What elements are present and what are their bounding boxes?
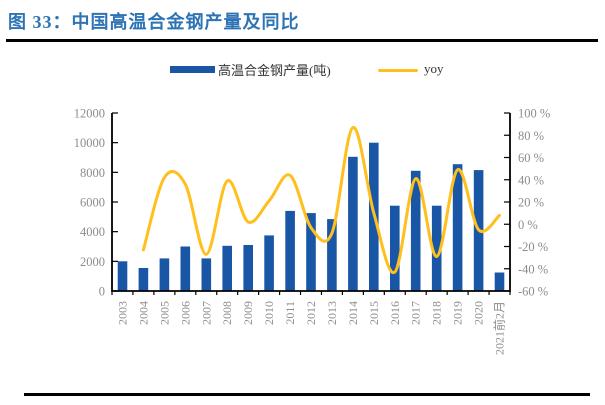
right-tick-label: 80 % — [518, 129, 544, 143]
bar-2014 — [348, 156, 358, 291]
right-tick-label: -60 % — [518, 285, 548, 299]
right-tick-label: 100 % — [518, 107, 550, 121]
right-tick-label: 20 % — [518, 196, 544, 210]
right-tick-label: 0 % — [518, 218, 538, 232]
left-tick-label: 4000 — [80, 225, 105, 239]
bar-2008 — [222, 245, 232, 291]
bar-2009 — [243, 245, 253, 291]
bar-2013 — [327, 219, 337, 291]
x-label-2016: 2016 — [388, 301, 402, 325]
x-label-2012: 2012 — [304, 301, 318, 325]
bar-2006 — [180, 246, 191, 291]
legend-line-swatch — [378, 69, 418, 72]
x-label-2003: 2003 — [115, 301, 129, 325]
bar-2018 — [431, 205, 442, 291]
left-tick-label: 8000 — [80, 166, 105, 180]
x-label-2019: 2019 — [451, 301, 465, 325]
x-label-2020: 2020 — [472, 301, 486, 325]
legend-line-label: yoy — [424, 61, 444, 76]
left-tick-label: 10000 — [74, 136, 105, 150]
x-label-2009: 2009 — [241, 301, 255, 325]
right-tick-label: -20 % — [518, 240, 548, 254]
bar-2004 — [138, 268, 149, 291]
bar-2011 — [285, 210, 295, 291]
x-label-2008: 2008 — [220, 301, 234, 325]
x-label-2018: 2018 — [430, 301, 444, 325]
bar-2017 — [410, 170, 421, 291]
bar-2019 — [452, 164, 463, 291]
bar-2007 — [201, 258, 212, 291]
x-label-2010: 2010 — [262, 301, 276, 325]
right-tick-label: 60 % — [518, 151, 544, 165]
x-label-2015: 2015 — [367, 301, 381, 325]
bar-2021前2月 — [494, 272, 505, 291]
bar-2003 — [117, 261, 128, 291]
x-label-2005: 2005 — [157, 301, 171, 325]
left-tick-label: 12000 — [74, 107, 105, 121]
figure-title: 图 33：中国高温合金钢产量及同比 — [8, 12, 300, 32]
left-tick-label: 6000 — [80, 196, 105, 210]
bar-2016 — [390, 205, 400, 291]
bar-2012 — [306, 213, 316, 291]
x-label-2013: 2013 — [325, 301, 339, 325]
x-label-2017: 2017 — [409, 301, 423, 325]
figure-bottom-divider — [24, 393, 590, 396]
right-tick-label: -40 % — [518, 262, 548, 276]
right-tick-label: 40 % — [518, 173, 544, 187]
legend-bar-swatch — [170, 66, 215, 73]
bar-2010 — [264, 235, 274, 291]
x-label-2014: 2014 — [346, 301, 360, 325]
x-label-2004: 2004 — [136, 301, 150, 325]
title-divider — [6, 39, 598, 42]
bar-2005 — [159, 258, 170, 291]
x-label-2007: 2007 — [199, 301, 213, 325]
legend-bar-label: 高温合金钢产量(吨) — [218, 63, 331, 78]
x-label-2021前2月: 2021前2月 — [492, 301, 507, 355]
x-label-2006: 2006 — [178, 301, 192, 325]
left-tick-label: 0 — [99, 285, 105, 299]
x-label-2011: 2011 — [283, 301, 297, 325]
yoy-line — [141, 125, 501, 274]
left-tick-label: 2000 — [80, 255, 105, 269]
